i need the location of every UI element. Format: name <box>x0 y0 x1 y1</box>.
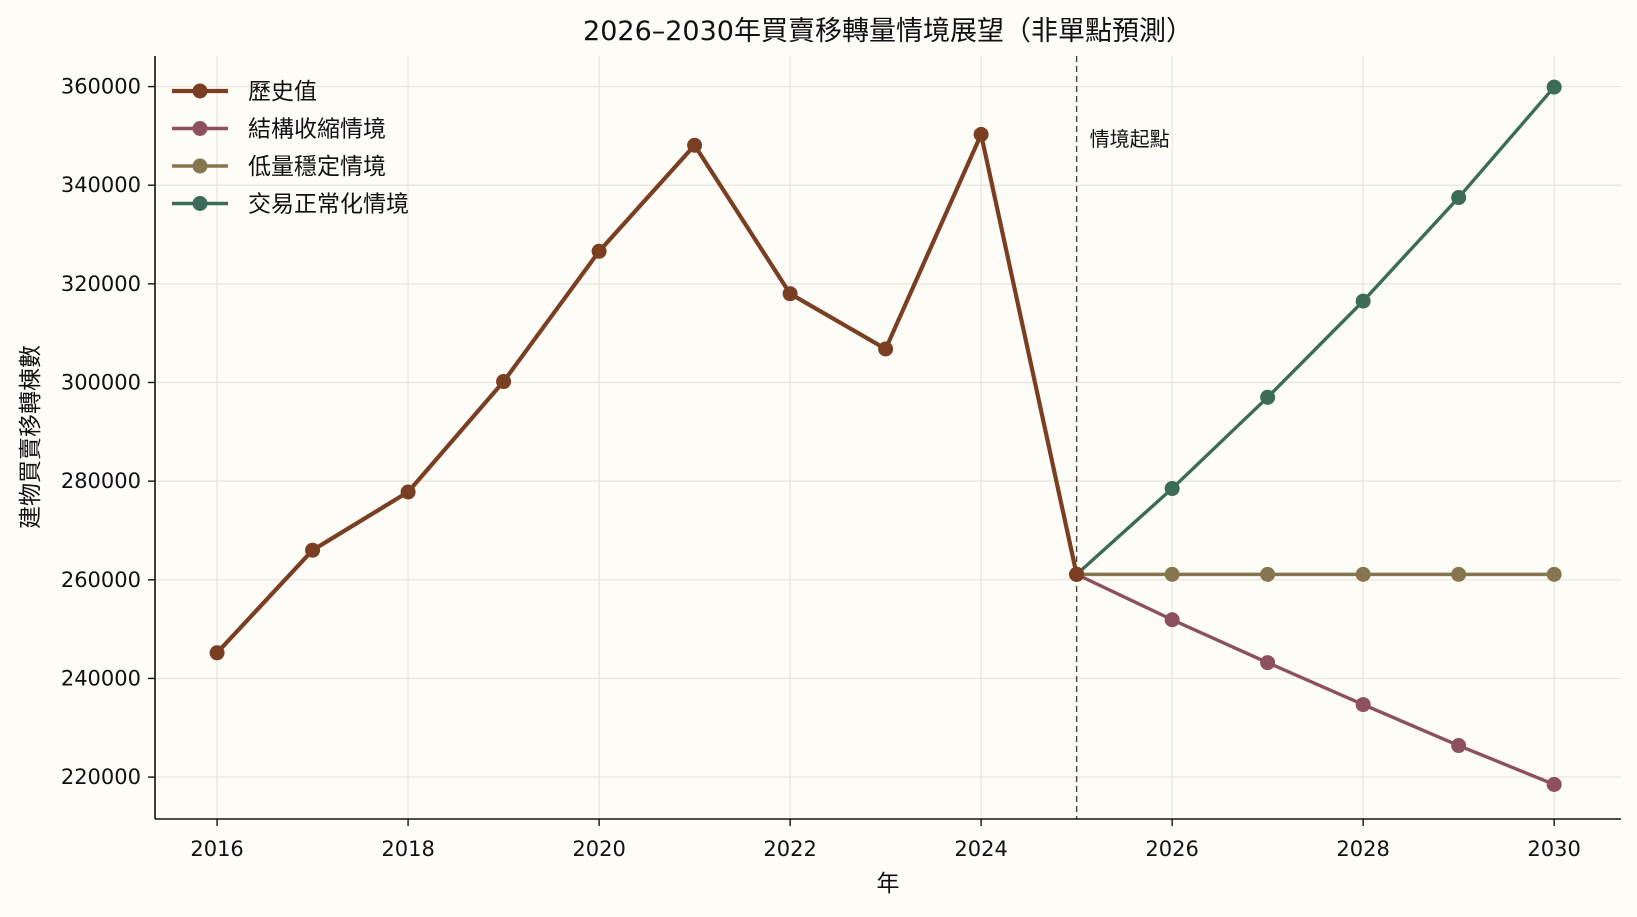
x-axis-ticks: 2016 2018 2020 2022 2024 2026 2028 2030 <box>190 819 1581 861</box>
y-tick-label: 240000 <box>61 666 141 690</box>
legend-label: 歷史值 <box>248 79 317 105</box>
series-1 <box>1069 566 1562 792</box>
data-point <box>687 137 703 153</box>
y-tick-label: 340000 <box>61 173 141 197</box>
data-point <box>1546 79 1562 95</box>
data-point <box>496 374 512 390</box>
legend-item: 低量穩定情境 <box>172 154 386 180</box>
legend-item: 結構收縮情境 <box>172 117 386 143</box>
legend-label: 交易正常化情境 <box>248 192 409 218</box>
legend-swatch-marker <box>192 196 208 211</box>
x-tick-label: 2030 <box>1527 837 1580 861</box>
x-tick-label: 2020 <box>572 837 625 861</box>
data-point <box>973 126 989 142</box>
x-tick-label: 2016 <box>190 837 243 861</box>
legend-swatch-marker <box>192 121 208 136</box>
y-tick-label: 260000 <box>61 568 141 592</box>
data-point <box>305 542 321 558</box>
legend-item: 交易正常化情境 <box>172 192 409 218</box>
series-line <box>215 132 1079 655</box>
data-point <box>1260 389 1276 405</box>
chart-title: 2026–2030年買賣移轉量情境展望（非單點預測） <box>583 16 1193 47</box>
data-point <box>1546 566 1562 582</box>
x-tick-label: 2018 <box>381 837 434 861</box>
y-axis-label: 建物買賣移轉棟數 <box>18 345 44 529</box>
series-line <box>1075 85 1556 576</box>
y-tick-label: 320000 <box>61 272 141 296</box>
data-point <box>1355 293 1371 309</box>
series-line <box>1075 572 1555 787</box>
x-tick-label: 2024 <box>954 837 1007 861</box>
data-point <box>1164 481 1180 497</box>
data-point <box>878 341 894 357</box>
data-point <box>1164 612 1180 628</box>
legend-label: 低量穩定情境 <box>248 154 386 180</box>
y-tick-label: 220000 <box>61 765 141 789</box>
data-point <box>1355 566 1371 582</box>
data-point <box>1546 776 1562 792</box>
data-point <box>1451 566 1467 582</box>
legend-swatch-marker <box>192 83 208 99</box>
x-tick-label: 2028 <box>1336 837 1389 861</box>
data-point <box>1069 566 1085 582</box>
y-tick-label: 300000 <box>61 371 141 395</box>
data-point <box>400 484 416 500</box>
y-tick-label: 360000 <box>61 75 141 99</box>
data-point <box>782 286 798 302</box>
legend-item: 歷史值 <box>172 79 317 105</box>
x-tick-label: 2026 <box>1145 837 1198 861</box>
x-axis-label: 年 <box>877 871 900 897</box>
x-tick-label: 2022 <box>763 837 816 861</box>
data-point <box>1260 566 1276 582</box>
data-point <box>591 243 607 259</box>
y-axis-ticks: 220000 240000 260000 280000 300000 320000 3400… <box>61 75 155 789</box>
data-point <box>1451 738 1467 754</box>
data-point <box>1451 190 1467 206</box>
series-0 <box>209 126 1085 661</box>
data-point <box>209 645 225 661</box>
series-3 <box>1069 79 1562 582</box>
y-tick-label: 280000 <box>61 469 141 493</box>
data-point <box>1355 697 1371 713</box>
grid <box>155 56 1621 819</box>
legend-label: 結構收縮情境 <box>248 117 386 143</box>
scenario-start-annotation: 情境起點 <box>1090 127 1170 151</box>
data-point <box>1260 655 1276 671</box>
legend-swatch-marker <box>192 158 208 174</box>
series-layer <box>209 79 1562 792</box>
data-point <box>1164 566 1180 582</box>
